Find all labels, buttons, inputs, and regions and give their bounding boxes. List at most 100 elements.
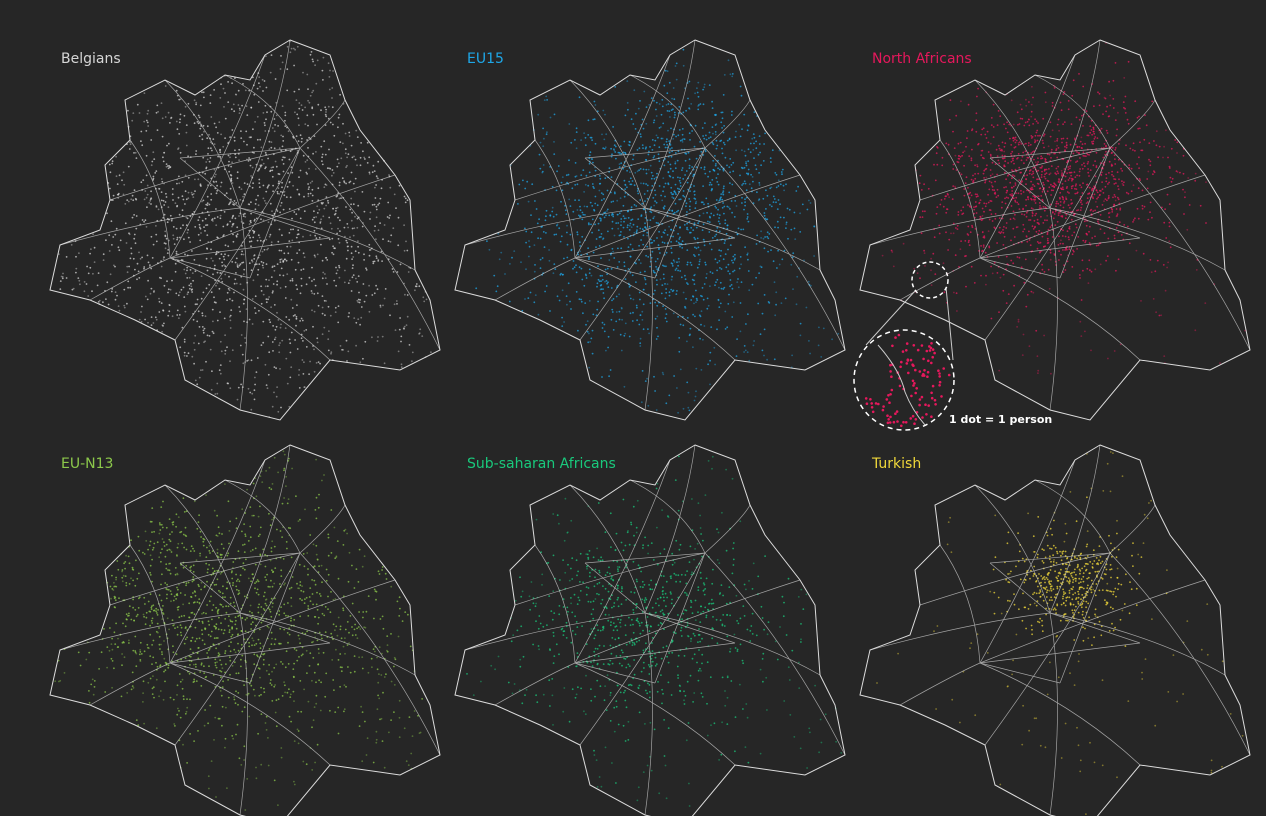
dot [1081, 143, 1084, 146]
dot [203, 327, 206, 330]
dot [663, 186, 665, 188]
district-boundary [574, 54, 671, 259]
dot [740, 263, 742, 266]
dot [757, 302, 760, 305]
dot [295, 315, 298, 318]
dot [753, 142, 755, 145]
dot [1134, 100, 1137, 103]
dot [976, 163, 978, 166]
dot [268, 351, 271, 354]
dot [699, 103, 702, 105]
dot [1113, 234, 1116, 237]
dot [302, 373, 305, 375]
dot [1079, 209, 1082, 212]
dot [194, 270, 197, 273]
dot [1015, 196, 1018, 199]
dot [1044, 160, 1047, 163]
dot [176, 586, 178, 589]
dot [673, 190, 676, 193]
dot [1176, 141, 1179, 144]
dot [1012, 185, 1015, 188]
dot [628, 224, 631, 227]
dot [292, 228, 294, 231]
dot [1057, 165, 1060, 168]
dot [226, 346, 228, 349]
dot [740, 94, 743, 97]
dot [542, 164, 545, 166]
district-boundary [299, 99, 346, 149]
dot [230, 309, 233, 311]
dot [274, 336, 277, 339]
dot [213, 143, 216, 145]
dot [1014, 213, 1016, 216]
dot [195, 103, 198, 106]
dot [1023, 162, 1025, 165]
dot [122, 171, 125, 174]
dot [322, 79, 324, 81]
dot [632, 123, 635, 125]
dot [1005, 178, 1007, 181]
dot [684, 307, 687, 309]
dot [613, 144, 616, 147]
dot [309, 94, 312, 97]
dot [626, 186, 628, 189]
dot [188, 284, 191, 287]
dot [660, 137, 663, 140]
dot [118, 174, 121, 177]
dot [948, 238, 951, 241]
dot [224, 92, 226, 94]
dot [941, 164, 944, 167]
dot [549, 310, 551, 312]
district-boundary [654, 147, 706, 279]
dot [675, 267, 678, 270]
dot [657, 136, 659, 139]
dot [282, 140, 285, 142]
dot [111, 288, 114, 290]
dot [677, 264, 679, 267]
dot [1085, 224, 1088, 227]
dot [1149, 160, 1152, 163]
dot [350, 171, 353, 174]
dot [722, 202, 724, 204]
dot [744, 198, 746, 201]
dot [750, 187, 753, 190]
dot [641, 319, 644, 321]
dot [672, 193, 675, 196]
dot [395, 207, 397, 210]
dot [658, 127, 661, 129]
dot [545, 215, 547, 218]
dot [642, 288, 645, 291]
dot [289, 351, 292, 354]
district-boundary [574, 257, 736, 361]
district-boundary [534, 139, 576, 259]
dot [337, 227, 339, 230]
dot [990, 265, 992, 268]
dot [1064, 180, 1067, 183]
dot [293, 64, 295, 67]
dot [989, 200, 992, 202]
dot [1042, 135, 1045, 137]
dot [716, 278, 719, 281]
dot [213, 175, 216, 178]
dot [1167, 156, 1169, 159]
dot [184, 105, 187, 108]
dot [772, 195, 775, 198]
dot [611, 311, 614, 313]
dot [1114, 195, 1117, 198]
dot [325, 184, 328, 187]
dot [250, 221, 252, 224]
dot [534, 294, 537, 296]
dot [706, 211, 708, 214]
dot [271, 175, 274, 178]
dot [987, 151, 990, 153]
dot [612, 126, 614, 128]
dot [678, 261, 680, 263]
dot [694, 273, 696, 276]
dot [783, 189, 785, 192]
dot [159, 551, 162, 554]
dot [653, 204, 655, 207]
dot [1062, 206, 1065, 209]
dot [1105, 144, 1107, 147]
dot [778, 149, 781, 152]
dot [226, 291, 229, 294]
